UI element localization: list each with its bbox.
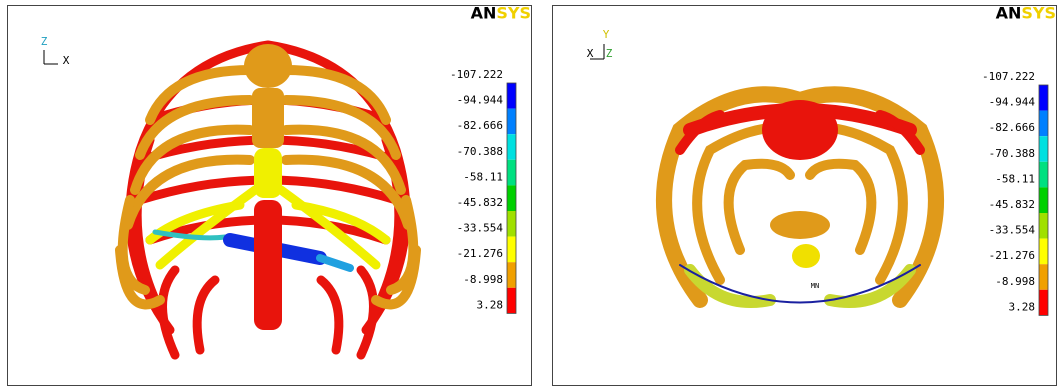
logo: AN [471,4,497,23]
legend-label: -82.666 [457,119,503,132]
legend-label: -107.222 [982,70,1035,83]
legend-label: -21.276 [989,249,1035,262]
axis-label: Y [603,28,610,41]
legend-bin [1039,213,1048,239]
legend-bin [1039,187,1048,213]
legend-bin [507,185,516,211]
legend-label: -45.832 [989,198,1035,211]
sternum [770,211,830,239]
legend-label: -94.944 [989,96,1036,109]
legend-label: -8.998 [463,273,503,286]
legend-bin [507,134,516,160]
axis-label: X [63,54,70,67]
legend-bin [1039,239,1048,265]
legend-bin [1039,290,1048,316]
legend-label: -33.554 [457,222,504,235]
viewport-frame [553,6,1057,386]
legend-label: 3.28 [477,298,504,311]
sternum [792,244,820,268]
legend-label: -70.388 [457,145,503,158]
legend-bin [507,211,516,237]
legend-bin [507,262,516,288]
screenshot: Z X MN Y X Z SYSAN-107.222-94.944-82.666… [0,0,1059,390]
legend-bin [507,160,516,186]
legend-label: -58.11 [463,170,503,183]
legend-label: -33.554 [989,224,1036,237]
axis-label: Z [41,35,48,48]
legend-bin [507,288,516,314]
vertebra [762,100,838,160]
legend-label: -45.832 [457,196,503,209]
legend-label: -94.944 [457,94,504,107]
logo: AN [996,4,1022,23]
legend-label: -107.222 [450,68,503,81]
logo: SYS [1021,4,1056,23]
legend-label: 3.28 [1009,300,1036,313]
legend-bin [507,109,516,135]
legend-bin [1039,111,1048,137]
legend-bin [507,83,516,109]
legend-label: -82.666 [989,121,1035,134]
legend-label: -21.276 [457,247,503,260]
axis-label: X [587,47,594,60]
legend-bin [1039,85,1048,111]
legend-bin [1039,136,1048,162]
legend-label: -58.11 [995,172,1035,185]
legend-bin [507,237,516,263]
legend-label: -8.998 [995,275,1035,288]
axis-label: Z [606,47,613,60]
legend-bin [1039,162,1048,188]
logo: SYS [496,4,531,23]
legend-label: -70.388 [989,147,1035,160]
min-marker: MN [811,282,819,290]
legend-bin [1039,264,1048,290]
